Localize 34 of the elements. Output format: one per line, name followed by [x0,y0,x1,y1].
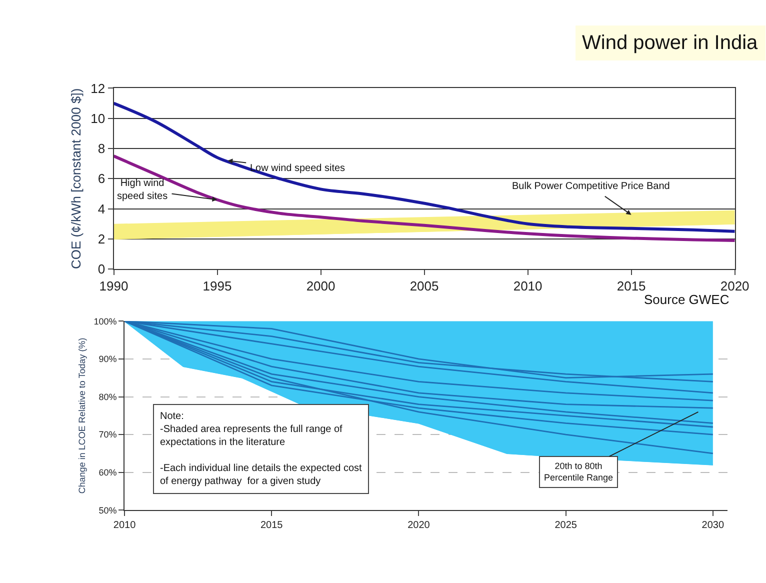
y-tick-label: 90% [98,354,117,364]
x-tick-label: 2005 [410,278,439,294]
chart-title: Wind power in India [582,32,759,54]
y-tick-label: 50% [98,505,117,516]
y-tick-label: 6 [98,171,106,186]
y-tick-label: 0 [98,262,106,277]
y-tick-label: 100% [94,316,117,326]
annotation: Bulk Power Competitive Price Band [512,181,670,192]
source-note: Source GWEC [644,292,730,307]
y-axis-title: Change in LCOE Relative to Today (%) [77,338,88,494]
x-tick-label: 1990 [99,278,128,294]
y-tick-label: 2 [98,231,106,246]
annotation: High wind speed sites [117,178,168,202]
x-tick-label: 2020 [408,520,430,532]
y-axis-title: COE (¢/kWh [constant 2000 $]) [68,88,84,269]
x-tick-label: 2000 [306,278,336,294]
y-tick-label: 4 [98,201,106,216]
y-tick-label: 70% [98,430,117,440]
text: Note: -Shaded area represents the full range of expectations in the literature -Each individual line details the expected cost of energy pathway for a given study [160,411,362,487]
x-tick-label: 2025 [554,520,578,532]
y-tick-label: 8 [98,141,106,156]
y-tick-label: 80% [98,392,117,402]
annotation: Low wind speed sites [250,163,346,174]
x-tick-label: 2015 [260,520,284,532]
y-tick-label: 12 [90,80,106,96]
annotation: 20th to 80th Percentile Range [544,461,614,483]
x-tick-label: 2010 [513,278,542,294]
y-tick-label: 10 [90,110,106,126]
x-tick-label: 2030 [702,520,724,532]
x-tick-label: 1995 [202,278,232,294]
x-tick-label: 2020 [720,278,750,294]
x-tick-label: 2010 [113,520,136,532]
x-tick-label: 2015 [616,278,646,294]
y-tick-label: 60% [98,468,117,478]
